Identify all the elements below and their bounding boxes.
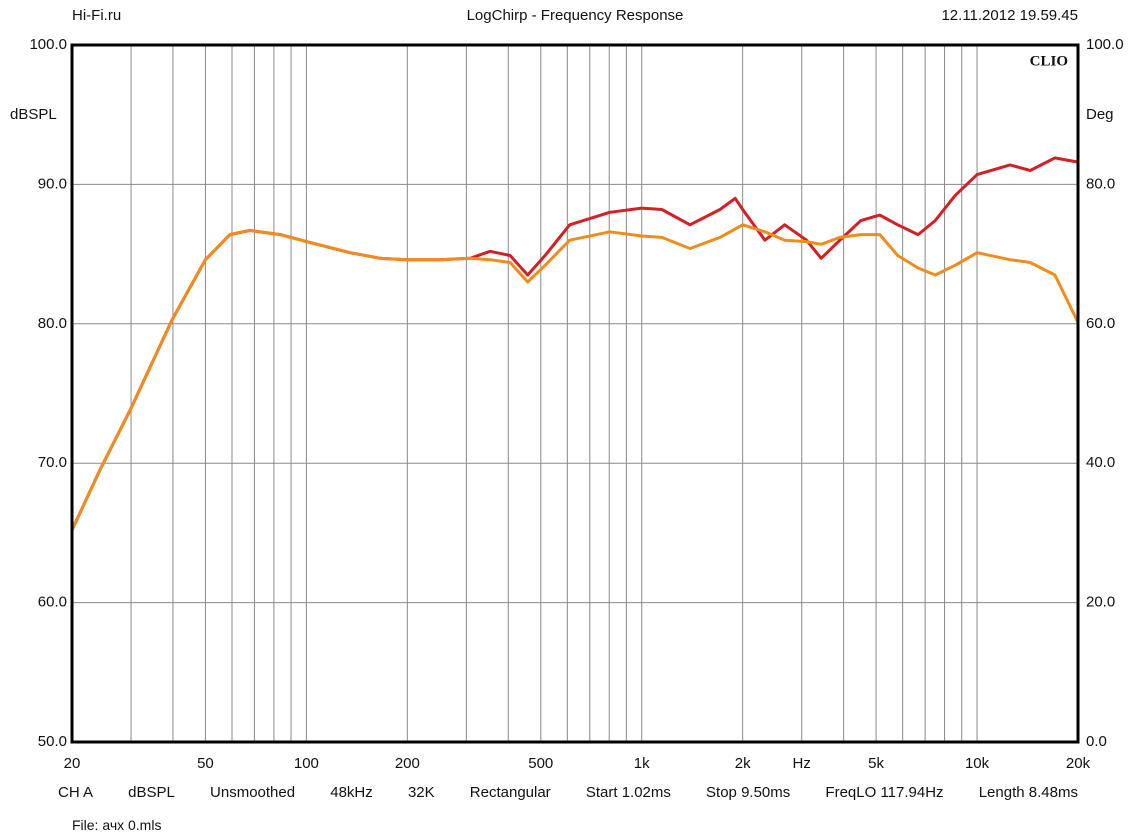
x-tick-label: 100 [294,755,319,772]
footer-item: 48kHz [330,784,373,801]
y2-tick-label: 0.0 [1086,733,1107,750]
chart-title: LogChirp - Frequency Response [467,7,684,24]
y2-tick-label: 40.0 [1086,454,1115,471]
footer-item: FreqLO 117.94Hz [825,784,944,801]
y-tick-label: 50.0 [38,733,67,750]
footer-item: 32K [407,784,435,801]
footer-item: Rectangular [469,784,551,801]
x-tick-label: 1k [634,755,650,772]
x-tick-label: 2k [735,755,751,772]
header-right: 12.11.2012 19.59.45 [941,7,1078,24]
y-tick-label: 70.0 [38,454,67,471]
file-name: File: ачх 0.mls [72,817,162,833]
x-tick-label: 10k [965,755,990,772]
footer-item: Length 8.48ms [978,784,1078,801]
footer-item: Start 1.02ms [585,784,671,801]
y-tick-label: 90.0 [38,175,67,192]
footer-item: dBSPL [128,784,175,801]
x-tick-label: 50 [197,755,214,772]
y2-axis-label: Deg [1086,106,1114,123]
footer-item: CH A [58,784,94,801]
header-left: Hi-Fi.ru [72,7,121,24]
y-axis-label: dBSPL [10,106,57,123]
footer: CH A dBSPL Unsmoothed 48kHz 32K Rectangular St… [58,784,1078,801]
chart: Hi-Fi.ru LogChirp - Frequency Response 1… [10,7,1124,772]
y2-tick-label: 80.0 [1086,175,1115,192]
footer-item: Stop 9.50ms [706,784,791,801]
series-line [70,156,1079,531]
grid [72,44,1078,743]
x-tick-label: Hz [793,755,811,772]
x-tick-label: 200 [395,755,420,772]
x-tick-label: 500 [528,755,553,772]
plot [70,156,1080,531]
plot-frame [70,43,1080,744]
y-tick-label: 60.0 [38,594,67,611]
y2-tick-label: 20.0 [1086,594,1115,611]
y2-tick-label: 60.0 [1086,315,1115,332]
y2-tick-label: 100.0 [1086,36,1124,53]
x-tick-label: 20 [64,755,81,772]
x-tick-label: 5k [868,755,884,772]
y-tick-label: 80.0 [38,315,67,332]
series-line [70,223,1080,531]
y-tick-label: 100.0 [29,36,67,53]
brand: CLIO [1030,53,1068,69]
x-tick-label: 20k [1066,755,1091,772]
footer-item: Unsmoothed [210,784,296,801]
